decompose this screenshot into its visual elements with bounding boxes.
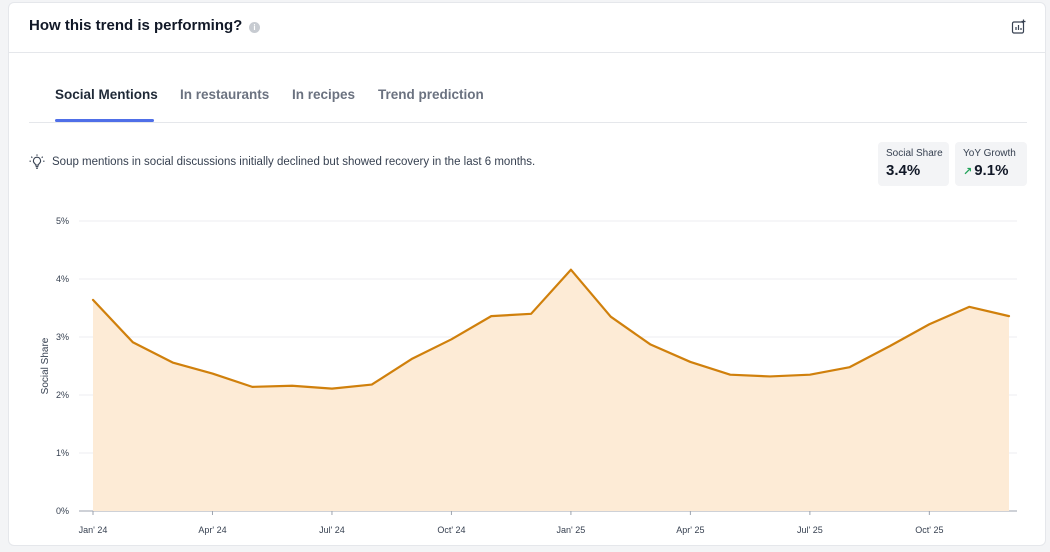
x-tick-label: Jan' 25 <box>557 525 586 535</box>
y-tick-label: 2% <box>56 390 69 400</box>
y-tick-label: 5% <box>56 216 69 226</box>
export-chart-icon[interactable] <box>1011 19 1027 35</box>
tab-in-recipes[interactable]: In recipes <box>292 87 356 102</box>
tab-trend-prediction[interactable]: Trend prediction <box>378 87 484 102</box>
tab-social-mentions[interactable]: Social Mentions <box>55 87 158 102</box>
x-tick-label: Oct' 24 <box>437 525 465 535</box>
info-icon[interactable]: i <box>249 22 260 33</box>
x-tick-label: Jan' 24 <box>79 525 108 535</box>
card-header: How this trend is performing? i <box>9 3 1045 53</box>
insight-text: Soup mentions in social discussions init… <box>52 156 536 168</box>
y-tick-label: 1% <box>56 448 69 458</box>
trend-up-icon: ↗ <box>963 166 973 178</box>
y-tick-label: 0% <box>56 506 69 516</box>
y-tick-label: 3% <box>56 332 69 342</box>
social-share-value: 3.4% <box>886 162 921 179</box>
tab-bar: Social Mentions In restaurants In recipe… <box>29 65 1027 123</box>
x-tick-label: Apr' 24 <box>198 525 226 535</box>
yoy-growth-label: YoY Growth <box>963 148 1016 159</box>
yoy-growth-metric: YoY Growth ↗ 9.1% <box>955 142 1027 186</box>
social-share-metric: Social Share 3.4% <box>878 142 949 186</box>
y-tick-label: 4% <box>56 274 69 284</box>
x-tick-label: Oct' 25 <box>915 525 943 535</box>
y-axis-label: Social Share <box>40 337 51 394</box>
social-share-chart: 0% 1% 2% 3% 4% 5% Social Share Jan' 24 Apr' 24 Ju… <box>40 216 1017 535</box>
x-tick-label: Jul' 25 <box>797 525 823 535</box>
card-title: How this trend is performing? <box>29 17 243 34</box>
trend-performance-card: How this trend is performing? i Social M… <box>8 2 1046 546</box>
area-fill <box>93 269 1009 511</box>
yoy-growth-value: 9.1% <box>974 162 1009 179</box>
lightbulb-icon <box>29 154 45 169</box>
x-tick-label: Jul' 24 <box>319 525 345 535</box>
series-line <box>91 268 1011 390</box>
tab-in-restaurants[interactable]: In restaurants <box>180 87 270 102</box>
social-share-label: Social Share <box>886 148 943 159</box>
active-tab-indicator <box>55 119 154 122</box>
x-tick-label: Apr' 25 <box>676 525 704 535</box>
